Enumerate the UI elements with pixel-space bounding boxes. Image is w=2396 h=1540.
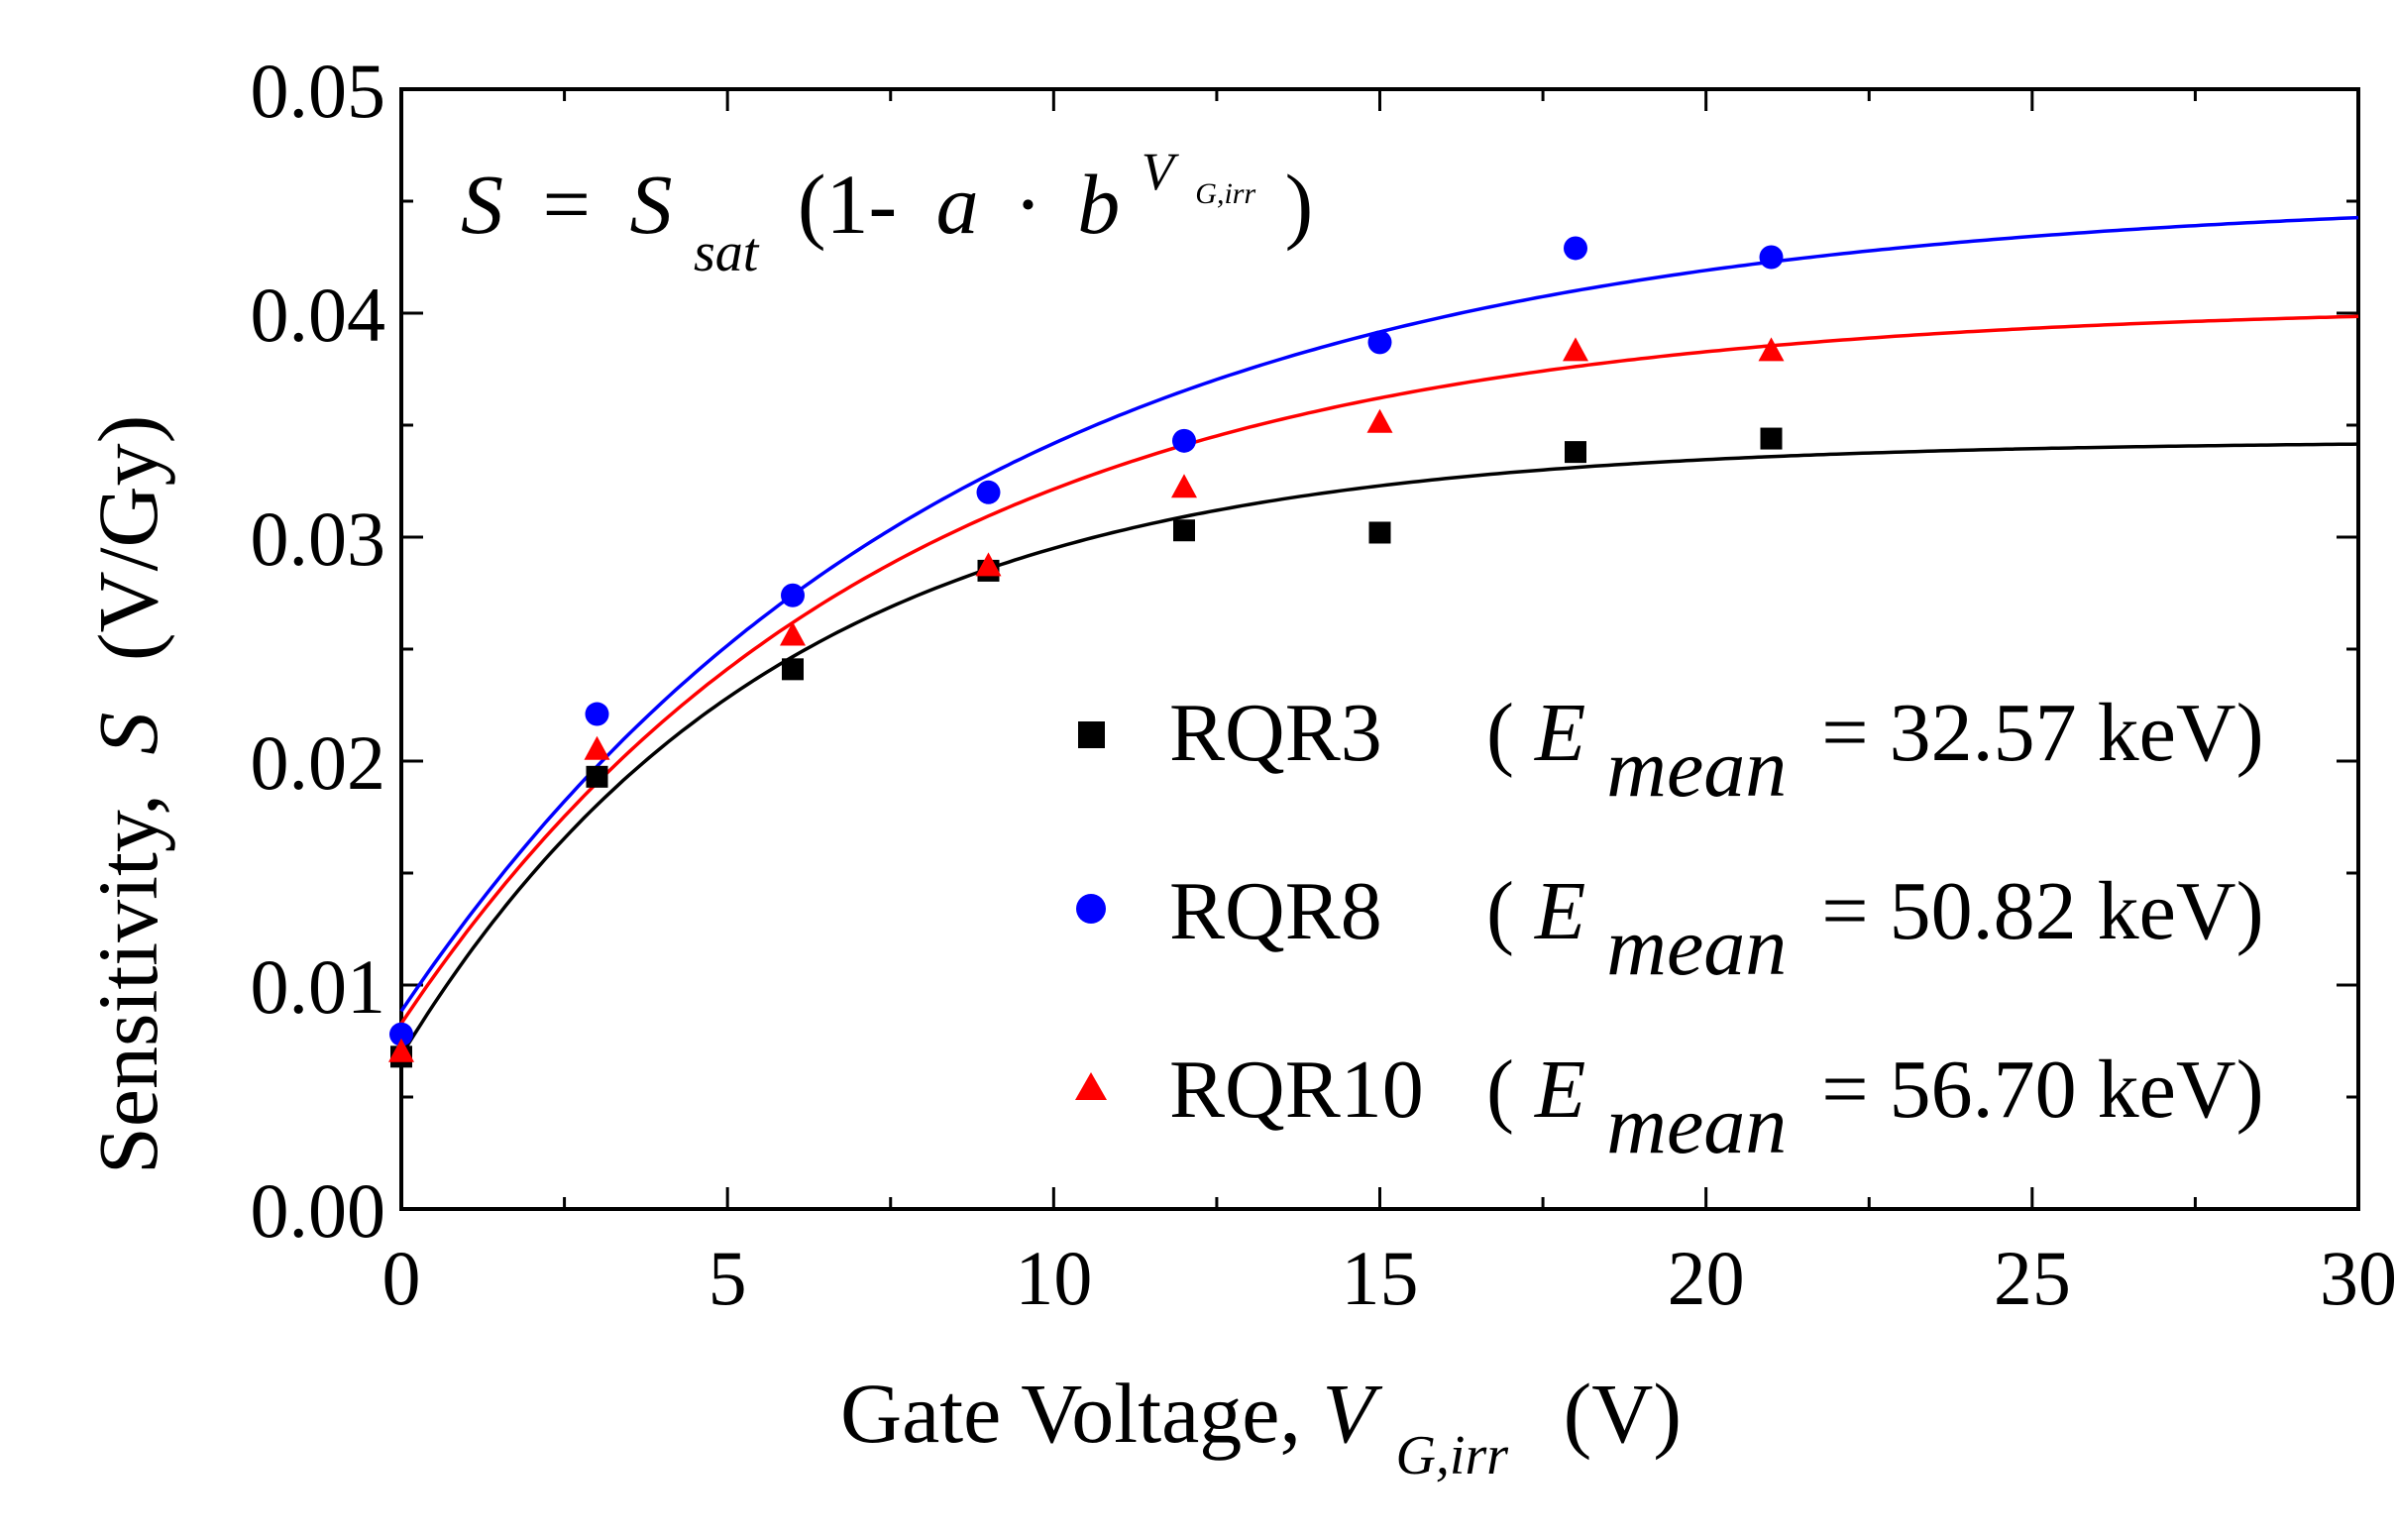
legend-entry-rqr8: RQR8 ( E mean = 50.82 keV) — [1169, 865, 2264, 993]
y-tick-label: 0.00 — [251, 1167, 386, 1254]
data-point-rqr3 — [1565, 441, 1586, 464]
data-point-rqr10 — [1758, 337, 1785, 362]
y-tick-label: 0.05 — [251, 48, 386, 134]
formula-dot: · — [1014, 157, 1042, 252]
y-axis-label-var: S — [80, 713, 175, 755]
axis-ticks: 0 5 10 15 20 25 30 0.00 0.01 0.02 0.03 0.04 0.05 — [251, 48, 2396, 1321]
legend-sub-rqr8: mean — [1606, 901, 1787, 993]
data-point-rqr3 — [1368, 521, 1391, 544]
x-tick-label: 30 — [2320, 1235, 2396, 1321]
legend-name-rqr10: RQR10 — [1169, 1044, 1424, 1136]
data-point-rqr8 — [1367, 330, 1392, 355]
y-tick-label: 0.01 — [251, 943, 386, 1030]
data-point-rqr3 — [1760, 427, 1783, 450]
x-tick-label: 20 — [1668, 1235, 1745, 1321]
x-tick-label: 10 — [1015, 1235, 1092, 1321]
data-point-rqr3 — [1173, 519, 1195, 542]
data-point-rqr8 — [1564, 236, 1587, 261]
data-point-rqr10 — [1366, 408, 1393, 433]
data-point-rqr8 — [585, 702, 609, 726]
formula-lhs: S — [461, 157, 503, 252]
legend-marker-rqr10 — [1075, 1072, 1107, 1100]
x-tick-label: 15 — [1342, 1235, 1419, 1321]
legend-marker-rqr3 — [1078, 721, 1105, 748]
formula-exp: V — [1142, 142, 1180, 201]
fit-curve-rqr10 — [399, 314, 2359, 1025]
data-point-rqr10 — [584, 735, 610, 760]
data-points — [388, 236, 1785, 1068]
x-tick-label: 25 — [1994, 1235, 2071, 1321]
legend-prefix-rqr10: ( — [1486, 1044, 1514, 1136]
data-point-rqr8 — [781, 583, 805, 607]
x-axis-label-unit: (V) — [1564, 1366, 1682, 1461]
y-tick-label: 0.02 — [251, 719, 386, 806]
fit-curve-rqr3 — [399, 442, 2359, 1056]
data-point-rqr8 — [1759, 245, 1784, 270]
data-point-rqr8 — [389, 1022, 413, 1046]
legend-sub-rqr10: mean — [1606, 1079, 1787, 1171]
formula-ssat: S — [630, 157, 673, 252]
data-point-rqr10 — [780, 621, 806, 646]
data-point-rqr3 — [782, 658, 804, 681]
legend-suffix-rqr10: = 56.70 keV) — [1821, 1044, 2263, 1136]
formula-close: ) — [1285, 157, 1314, 252]
data-point-rqr8 — [1172, 428, 1196, 453]
legend: RQR3 ( E mean = 32.57 keV) RQR8 ( E mean… — [1075, 687, 2264, 1171]
formula-ssat-sub: sat — [694, 222, 760, 283]
y-axis-label-unit: (V/Gy) — [80, 415, 175, 661]
formula-a: a — [936, 157, 979, 252]
data-point-rqr8 — [976, 480, 1001, 504]
legend-prefix-rqr3: ( — [1486, 687, 1514, 779]
y-axis-label: Sensitivity, S (V/Gy) — [80, 415, 175, 1174]
legend-entry-rqr10: RQR10 ( E mean = 56.70 keV) — [1169, 1044, 2264, 1171]
x-tick-label: 0 — [382, 1235, 421, 1321]
formula-exp-sub: G,irr — [1195, 177, 1255, 210]
data-point-rqr10 — [1563, 337, 1588, 362]
x-axis-label-sub: G,irr — [1395, 1425, 1508, 1486]
formula-b: b — [1077, 157, 1120, 252]
y-axis-label-text: Sensitivity, — [80, 794, 175, 1174]
formula-eq: = — [543, 157, 592, 252]
legend-var-rqr3: E — [1534, 687, 1585, 779]
legend-suffix-rqr3: = 32.57 keV) — [1821, 687, 2263, 779]
data-point-rqr10 — [388, 1038, 414, 1062]
legend-suffix-rqr8: = 50.82 keV) — [1821, 865, 2263, 957]
x-tick-label: 5 — [708, 1235, 747, 1321]
data-point-rqr10 — [1171, 474, 1197, 498]
data-point-rqr10 — [975, 552, 1002, 577]
y-tick-label: 0.03 — [251, 495, 386, 582]
legend-name-rqr3: RQR3 — [1169, 687, 1382, 779]
legend-prefix-rqr8: ( — [1486, 865, 1514, 957]
legend-sub-rqr3: mean — [1606, 722, 1787, 815]
y-tick-label: 0.04 — [251, 272, 386, 358]
x-axis-label-text: Gate Voltage, — [840, 1366, 1301, 1461]
fit-formula: S = S sat (1- a · b V G,irr ) — [461, 113, 1313, 289]
formula-open: (1- — [798, 157, 897, 252]
legend-name-rqr8: RQR8 — [1169, 865, 1382, 957]
legend-marker-rqr8 — [1076, 894, 1106, 924]
x-axis-label: Gate Voltage, V G,irr (V) — [840, 1366, 1682, 1492]
legend-var-rqr8: E — [1534, 865, 1585, 957]
x-axis-label-var: V — [1322, 1366, 1382, 1461]
data-point-rqr3 — [586, 765, 608, 788]
legend-entry-rqr3: RQR3 ( E mean = 32.57 keV) — [1169, 687, 2264, 815]
legend-var-rqr10: E — [1534, 1044, 1585, 1136]
